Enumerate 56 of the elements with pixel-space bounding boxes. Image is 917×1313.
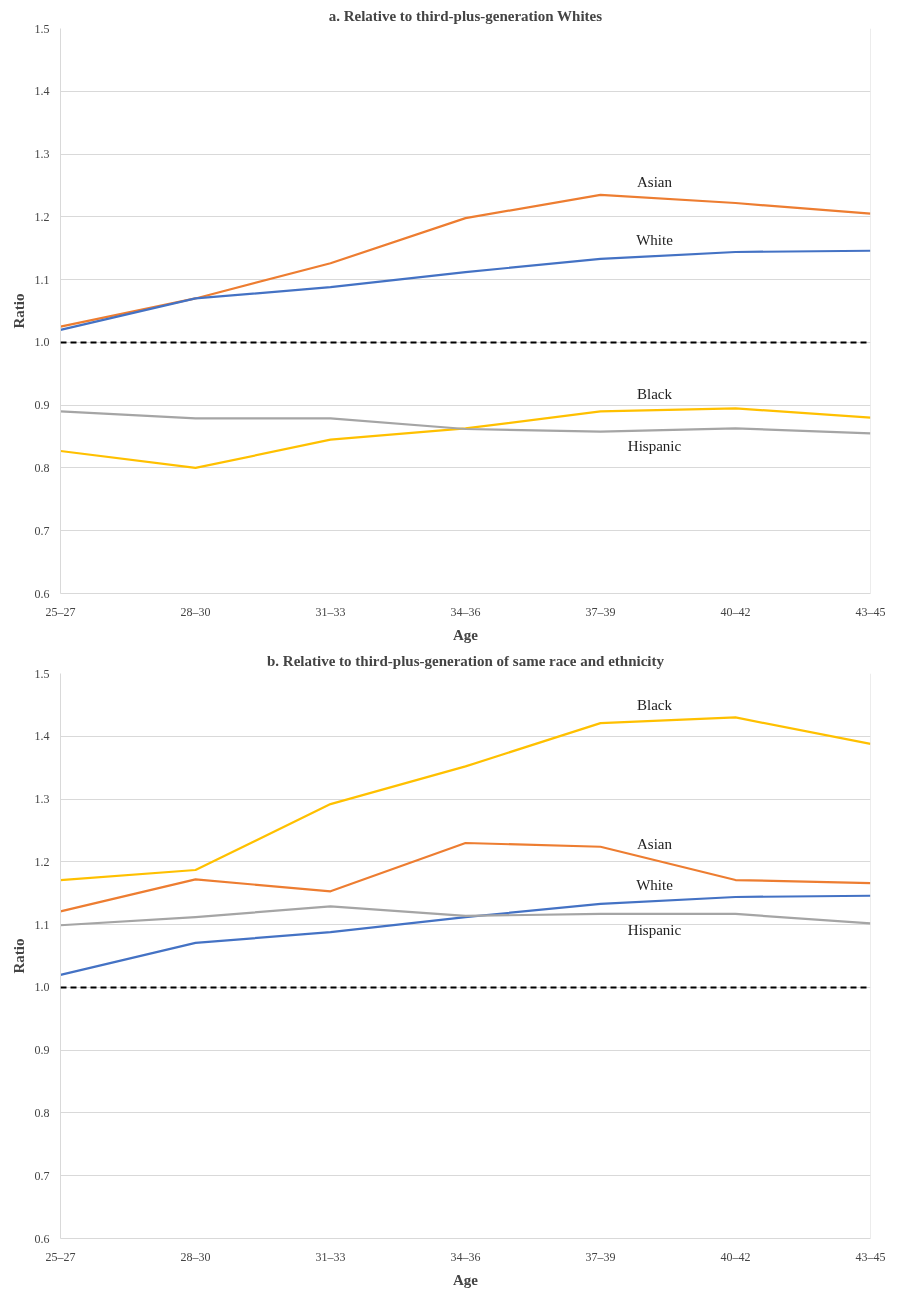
series-label: Asian: [637, 174, 673, 191]
y-tick-label: 0.7: [34, 1168, 50, 1183]
x-axis-title: Age: [453, 1271, 479, 1288]
y-axis-title: Ratio: [10, 293, 27, 329]
y-tick-label: 1.3: [34, 792, 50, 807]
y-tick-label: 0.9: [34, 1043, 50, 1058]
line-series: [60, 193, 871, 328]
series-label: White: [636, 232, 674, 249]
x-axis-title: Age: [453, 626, 479, 643]
line-series: [60, 894, 871, 976]
y-tick-label: 0.6: [34, 1231, 50, 1246]
x-tick-label: 34–36: [450, 604, 481, 619]
line-series: [60, 410, 871, 435]
x-tick-label: 28–30: [180, 604, 211, 619]
series-label: Black: [637, 386, 673, 403]
y-tick-label: 0.8: [34, 460, 50, 475]
x-tick-label: 25–27: [45, 604, 76, 619]
y-tick-label: 1.0: [34, 335, 50, 350]
line-series: [60, 407, 871, 470]
x-tick-label: 25–27: [45, 1249, 76, 1264]
y-tick-label: 1.2: [34, 209, 50, 224]
y-tick-label: 1.4: [34, 729, 50, 744]
series-label: Hispanic: [627, 921, 682, 938]
line-series: [60, 716, 871, 882]
chart-title: a. Relative to third-plus-generation Whites: [328, 7, 603, 24]
x-tick-label: 43–45: [855, 604, 886, 619]
y-axis-title: Ratio: [10, 938, 27, 974]
line-series: [60, 841, 871, 913]
x-tick-label: 37–39: [585, 604, 616, 619]
x-tick-label: 34–36: [450, 1249, 481, 1264]
y-tick-label: 1.5: [34, 21, 50, 36]
chart-title: b. Relative to third-plus-generation of same race and ethnicity: [266, 652, 665, 669]
x-tick-label: 31–33: [315, 1249, 346, 1264]
series-label: Black: [637, 696, 673, 713]
y-tick-label: 1.4: [34, 84, 50, 99]
y-tick-label: 0.6: [34, 586, 50, 601]
series-label: Hispanic: [627, 438, 682, 455]
y-tick-label: 0.8: [34, 1105, 50, 1120]
y-tick-label: 1.3: [34, 147, 50, 162]
x-tick-label: 31–33: [315, 604, 346, 619]
x-tick-label: 40–42: [720, 1249, 751, 1264]
x-tick-label: 43–45: [855, 1249, 886, 1264]
line-series: [60, 249, 871, 331]
x-tick-label: 37–39: [585, 1249, 616, 1264]
series-label: White: [636, 877, 674, 894]
y-tick-label: 1.1: [34, 272, 50, 287]
y-tick-label: 1.0: [34, 980, 50, 995]
y-tick-label: 1.2: [34, 854, 50, 869]
y-tick-label: 0.7: [34, 523, 50, 538]
x-tick-label: 28–30: [180, 1249, 211, 1264]
series-label: Asian: [637, 836, 673, 853]
x-tick-label: 40–42: [720, 604, 751, 619]
y-tick-label: 1.1: [34, 917, 50, 932]
y-tick-label: 0.9: [34, 398, 50, 413]
y-tick-label: 1.5: [34, 666, 50, 681]
line-series: [60, 905, 871, 927]
